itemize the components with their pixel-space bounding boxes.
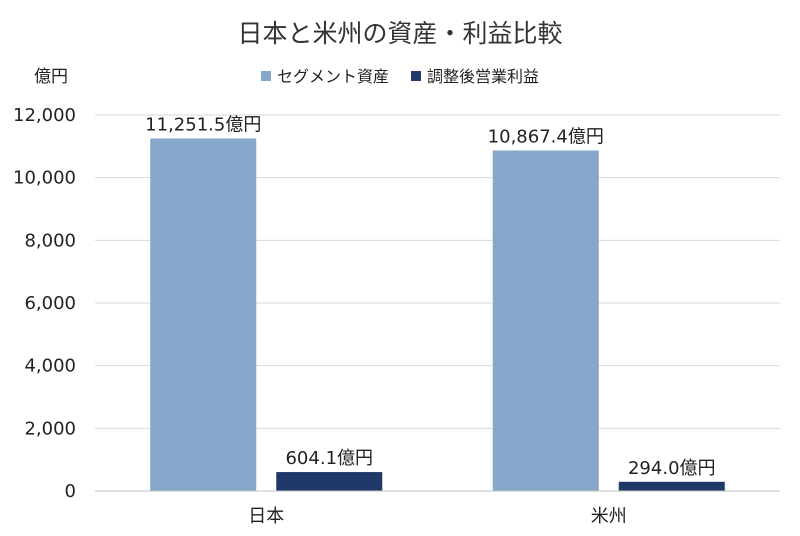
bars xyxy=(150,138,725,491)
data-label: 294.0億円 xyxy=(628,458,716,479)
data-label: 11,251.5億円 xyxy=(145,114,261,135)
data-labels: 11,251.5億円 604.1億円 10,867.4億円 294.0億円 xyxy=(145,114,715,478)
y-tick-label: 12,000 xyxy=(13,105,76,126)
y-axis-unit-label: 億円 xyxy=(34,67,68,87)
x-axis-tick-labels: 日本 米州 xyxy=(248,506,627,527)
y-tick-label: 8,000 xyxy=(24,230,76,251)
y-tick-label: 4,000 xyxy=(24,356,76,377)
y-tick-label: 2,000 xyxy=(24,418,76,439)
y-tick-label: 0 xyxy=(65,481,76,502)
legend-label: 調整後営業利益 xyxy=(427,67,539,86)
x-tick-label: 米州 xyxy=(591,506,627,527)
data-label: 604.1億円 xyxy=(285,448,373,469)
bar xyxy=(492,150,599,491)
data-label: 10,867.4億円 xyxy=(488,126,604,147)
x-tick-label: 日本 xyxy=(248,506,284,527)
legend-label: セグメント資産 xyxy=(277,67,389,86)
legend-item: セグメント資産 xyxy=(260,67,389,86)
bar xyxy=(618,481,725,491)
y-tick-label: 6,000 xyxy=(24,293,76,314)
chart-title: 日本と米州の資産・利益比較 xyxy=(237,19,562,48)
legend-swatch xyxy=(411,71,421,81)
bar xyxy=(276,472,383,491)
y-tick-label: 10,000 xyxy=(13,168,76,189)
legend: セグメント資産 調整後営業利益 xyxy=(260,67,539,86)
legend-item: 調整後営業利益 xyxy=(411,67,539,86)
legend-swatch xyxy=(260,71,271,81)
y-axis-tick-labels: 0 2,000 4,000 6,000 8,000 10,000 12,000 xyxy=(13,105,76,502)
bar xyxy=(150,138,257,491)
